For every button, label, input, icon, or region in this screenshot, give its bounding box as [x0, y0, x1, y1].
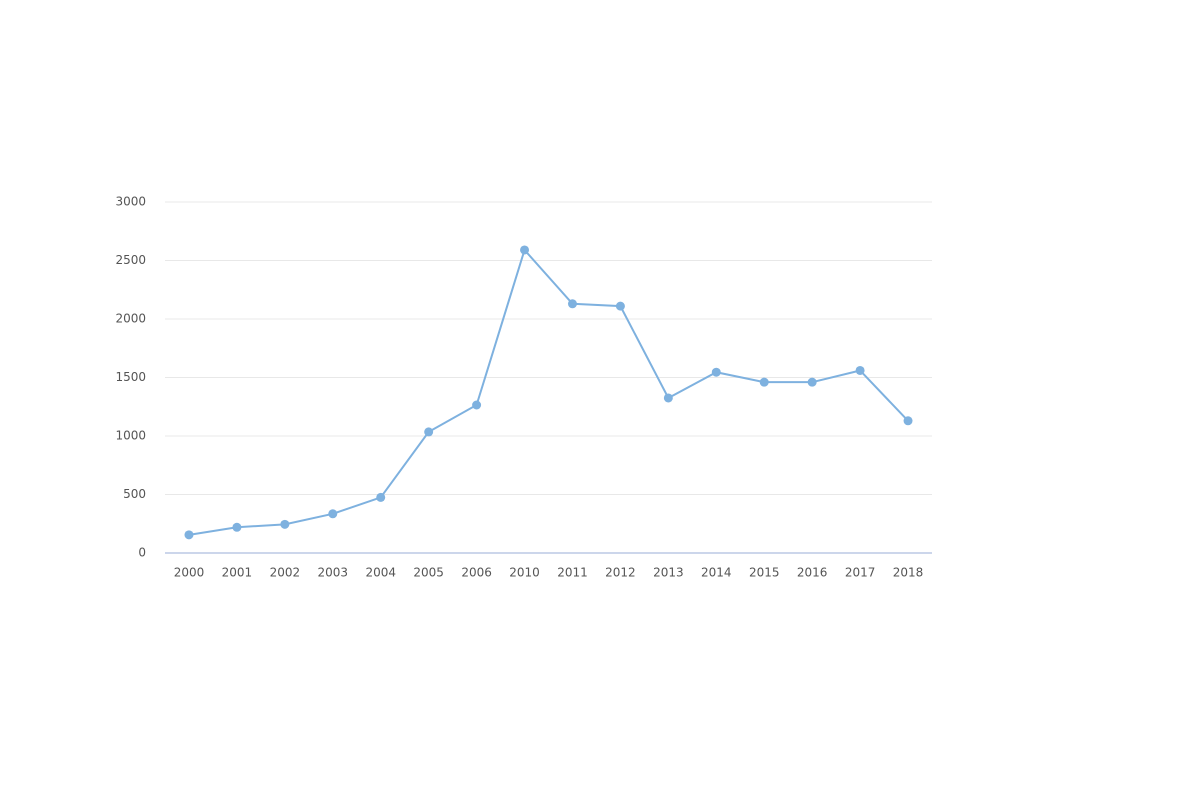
point: [807, 377, 817, 387]
y-tick-label: 0: [138, 546, 146, 560]
y-tick-label: 1500: [115, 370, 146, 384]
line: [188, 247, 909, 536]
x-tick-label: 2011: [557, 566, 588, 580]
x-tick-label: 2016: [797, 566, 828, 580]
x-tick-label: 2001: [222, 566, 253, 580]
point: [232, 522, 242, 532]
point: [615, 301, 625, 311]
point: [472, 400, 482, 410]
point: [855, 365, 865, 375]
x-tick-label: 2013: [653, 566, 684, 580]
point: [328, 509, 338, 519]
x-tick-label: 2004: [365, 566, 396, 580]
x-tick-label: 2014: [701, 566, 732, 580]
point: [903, 416, 913, 426]
x-tick-label: 2012: [605, 566, 636, 580]
point: [759, 377, 769, 387]
x-tick-label: 2006: [461, 566, 492, 580]
x-tick-label: 2017: [845, 566, 876, 580]
y-tick-label: 2000: [115, 312, 146, 326]
point: [520, 245, 530, 255]
point: [376, 492, 386, 502]
x-tick-label: 2003: [318, 566, 349, 580]
x-tick-label: 2005: [413, 566, 444, 580]
y-tick-label: 3000: [115, 195, 146, 209]
x-tick-label: 2000: [174, 566, 205, 580]
point: [663, 393, 673, 403]
y-tick-label: 500: [123, 487, 146, 501]
x-tick-label: 2018: [893, 566, 924, 580]
point: [424, 427, 434, 437]
y-tick-label: 1000: [115, 429, 146, 443]
point: [280, 519, 290, 529]
point: [184, 530, 194, 540]
y-tick-label: 2500: [115, 253, 146, 267]
x-tick-label: 2015: [749, 566, 780, 580]
x-tick-label: 2002: [270, 566, 301, 580]
point: [711, 367, 721, 377]
x-tick-label: 2010: [509, 566, 540, 580]
point: [567, 299, 577, 309]
